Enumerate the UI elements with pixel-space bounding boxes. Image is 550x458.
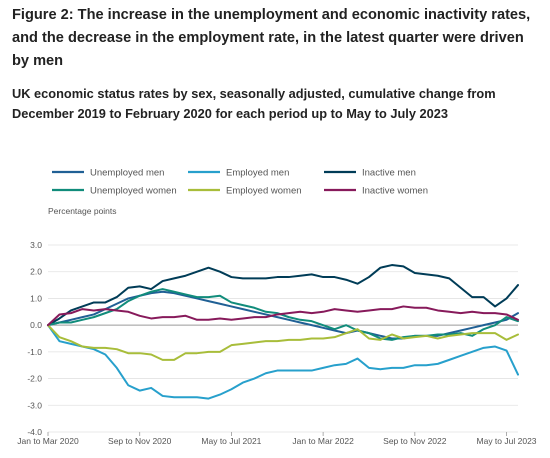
y-tick-label: 3.0	[30, 240, 42, 250]
series-line-inactive-women	[47, 305, 519, 327]
series-line-employed-men	[47, 324, 519, 400]
figure-title: Figure 2: The increase in the unemployme…	[12, 7, 531, 69]
x-tick-label: May to Jul 2023	[477, 436, 537, 446]
y-axis-unit-label: Percentage points	[48, 206, 117, 216]
legend-label-inactive-men: Inactive men	[362, 168, 416, 179]
legend-label-employed-women: Employed women	[226, 186, 302, 197]
y-axis-ticks: 3.0 2.0 1.0 0.0 -1.0 -2.0 -3.0 -4.0	[27, 240, 42, 437]
x-tick-label: Jan to Mar 2022	[292, 436, 354, 446]
x-axis-ticks: Jan to Mar 2020 Sep to Nov 2020 May to Jul…	[17, 432, 537, 446]
legend-label-inactive-women: Inactive women	[362, 186, 428, 197]
legend-label-employed-men: Employed men	[226, 168, 289, 179]
series-line-employed-women	[47, 324, 519, 361]
y-tick-label: -2.0	[27, 374, 42, 384]
y-tick-label: -4.0	[27, 427, 42, 437]
x-tick-label: Sep to Nov 2020	[108, 436, 172, 446]
y-tick-label: 0.0	[30, 320, 42, 330]
x-tick-label: Jan to Mar 2020	[17, 436, 79, 446]
series-line-inactive-men	[47, 264, 519, 327]
chart-legend: Unemployed men Employed men Inactive men Un…	[52, 168, 428, 197]
y-tick-label: 2.0	[30, 267, 42, 277]
series-line-unemployed-women	[47, 288, 519, 341]
figure-subtitle: UK economic status rates by sex, seasona…	[12, 86, 496, 121]
chart-gridlines	[48, 244, 518, 433]
x-tick-label: May to Jul 2021	[201, 436, 261, 446]
x-tick-label: Sep to Nov 2022	[383, 436, 447, 446]
legend-label-unemployed-women: Unemployed women	[90, 186, 177, 197]
y-tick-label: -3.0	[27, 400, 42, 410]
chart-series	[47, 264, 519, 400]
y-tick-label: -1.0	[27, 347, 42, 357]
y-tick-label: 1.0	[30, 293, 42, 303]
legend-label-unemployed-men: Unemployed men	[90, 168, 164, 179]
